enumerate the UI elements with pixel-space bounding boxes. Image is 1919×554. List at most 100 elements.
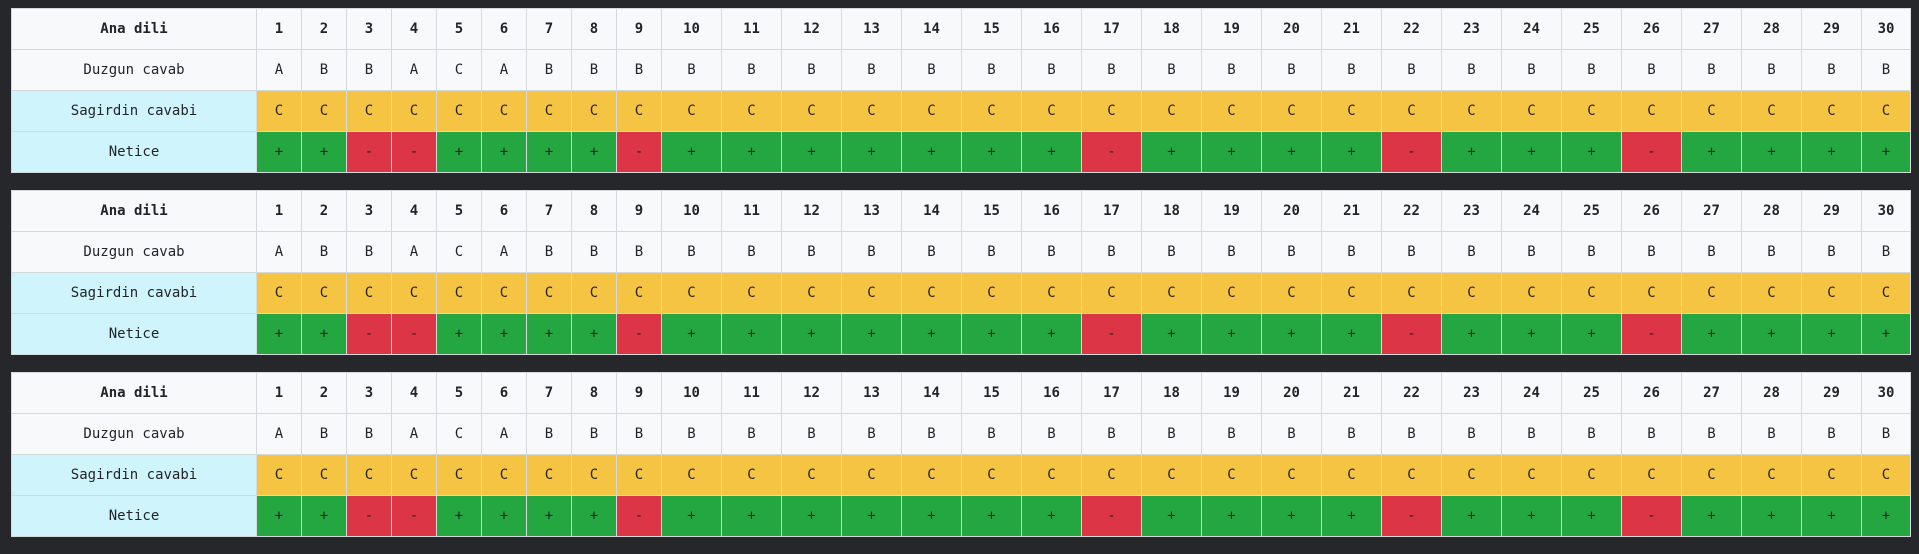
- student-answer-cell: C: [661, 272, 722, 314]
- student-answer-cell: C: [1861, 454, 1911, 496]
- result-correct-cell: +: [436, 313, 482, 355]
- question-number: 22: [1381, 190, 1442, 232]
- question-number: 11: [721, 372, 782, 414]
- student-answer-cell: C: [1681, 454, 1742, 496]
- question-number: 11: [721, 190, 782, 232]
- student-answer-cell: C: [1741, 90, 1802, 132]
- correct-answer-cell: B: [526, 231, 572, 273]
- student-answer-cell: C: [1741, 454, 1802, 496]
- correct-answer-cell: B: [1561, 49, 1622, 91]
- question-number: 27: [1681, 372, 1742, 414]
- result-correct-cell: +: [1141, 313, 1202, 355]
- correct-answer-cell: B: [1021, 413, 1082, 455]
- result-correct-cell: +: [1861, 313, 1911, 355]
- correct-answer-cell: B: [901, 231, 962, 273]
- correct-answer-cell: B: [616, 231, 662, 273]
- student-answer-cell: C: [481, 90, 527, 132]
- student-answer-cell: C: [346, 90, 392, 132]
- correct-answer-cell: B: [1201, 413, 1262, 455]
- result-correct-cell: +: [301, 495, 347, 537]
- question-number: 30: [1861, 190, 1911, 232]
- question-number: 19: [1201, 190, 1262, 232]
- student-answer-cell: C: [526, 272, 572, 314]
- result-correct-cell: +: [1741, 495, 1802, 537]
- result-correct-cell: +: [661, 495, 722, 537]
- result-wrong-cell: -: [616, 495, 662, 537]
- result-row: Netice + + - - + + + + - + + + + + + + - + + + + - + + + - + + + +: [11, 313, 1911, 355]
- student-answer-cell: C: [1201, 454, 1262, 496]
- correct-answer-cell: B: [1381, 231, 1442, 273]
- result-correct-cell: +: [1261, 313, 1322, 355]
- student-answer-cell: C: [1861, 272, 1911, 314]
- result-label: Netice: [11, 313, 257, 355]
- question-number: 14: [901, 8, 962, 50]
- student-answer-row: Sagirdin cavabi C C C C C C C C C C C C C C C C C C C C C C C C C…: [11, 454, 1911, 496]
- correct-answer-cell: B: [1561, 413, 1622, 455]
- correct-answer-cell: B: [661, 413, 722, 455]
- correct-answer-cell: B: [1441, 49, 1502, 91]
- question-number: 17: [1081, 372, 1142, 414]
- correct-answer-cell: B: [1861, 49, 1911, 91]
- result-correct-cell: +: [1021, 495, 1082, 537]
- result-correct-cell: +: [961, 495, 1022, 537]
- question-number: 4: [391, 190, 437, 232]
- correct-answer-cell: B: [1501, 231, 1562, 273]
- question-number: 16: [1021, 8, 1082, 50]
- result-correct-cell: +: [1321, 495, 1382, 537]
- question-number: 28: [1741, 8, 1802, 50]
- student-answer-cell: C: [721, 272, 782, 314]
- correct-answer-cell: B: [571, 231, 617, 273]
- result-correct-cell: +: [1561, 313, 1622, 355]
- student-answer-cell: C: [571, 454, 617, 496]
- student-answer-cell: C: [1081, 90, 1142, 132]
- question-number: 9: [616, 190, 662, 232]
- question-number: 10: [661, 190, 722, 232]
- result-correct-cell: +: [301, 131, 347, 173]
- student-answer-cell: C: [256, 272, 302, 314]
- question-number: 25: [1561, 190, 1622, 232]
- correct-answer-cell: B: [1321, 413, 1382, 455]
- question-number: 21: [1321, 372, 1382, 414]
- student-answer-cell: C: [1861, 90, 1911, 132]
- student-answer-cell: C: [1741, 272, 1802, 314]
- correct-answer-cell: C: [436, 413, 482, 455]
- student-answer-row: Sagirdin cavabi C C C C C C C C C C C C C C C C C C C C C C C C C…: [11, 272, 1911, 314]
- question-number: 6: [481, 190, 527, 232]
- question-number: 5: [436, 190, 482, 232]
- question-number: 13: [841, 190, 902, 232]
- subject-label: Ana dili: [11, 190, 257, 232]
- result-correct-cell: +: [1441, 131, 1502, 173]
- question-number: 26: [1621, 190, 1682, 232]
- result-correct-cell: +: [1261, 495, 1322, 537]
- correct-answer-cell: B: [1321, 49, 1382, 91]
- correct-answer-cell: B: [1741, 231, 1802, 273]
- correct-answer-cell: B: [1681, 413, 1742, 455]
- correct-answer-cell: B: [721, 49, 782, 91]
- student-answer-cell: C: [1441, 90, 1502, 132]
- result-correct-cell: +: [1201, 495, 1262, 537]
- result-correct-cell: +: [781, 313, 842, 355]
- result-wrong-cell: -: [391, 495, 437, 537]
- result-correct-cell: +: [526, 313, 572, 355]
- question-number: 20: [1261, 190, 1322, 232]
- student-answer-cell: C: [1021, 272, 1082, 314]
- student-answer-cell: C: [1081, 272, 1142, 314]
- correct-answer-cell: B: [1261, 231, 1322, 273]
- result-correct-cell: +: [256, 313, 302, 355]
- student-answer-cell: C: [1561, 272, 1622, 314]
- answer-table: Ana dili 1 2 3 4 5 6 7 8 9 10 11 12 13 14 15 16 17 18 19 20 2…: [11, 8, 1911, 173]
- student-answer-cell: C: [1201, 90, 1262, 132]
- correct-answer-cell: B: [1021, 231, 1082, 273]
- result-correct-cell: +: [721, 131, 782, 173]
- result-correct-cell: +: [721, 495, 782, 537]
- result-correct-cell: +: [721, 313, 782, 355]
- question-number: 5: [436, 372, 482, 414]
- correct-answer-cell: B: [301, 231, 347, 273]
- correct-answer-cell: A: [481, 413, 527, 455]
- student-answer-label: Sagirdin cavabi: [11, 272, 257, 314]
- result-correct-cell: +: [1801, 313, 1862, 355]
- correct-answer-cell: B: [1801, 49, 1862, 91]
- result-correct-cell: +: [1861, 495, 1911, 537]
- question-number: 6: [481, 372, 527, 414]
- question-number: 14: [901, 372, 962, 414]
